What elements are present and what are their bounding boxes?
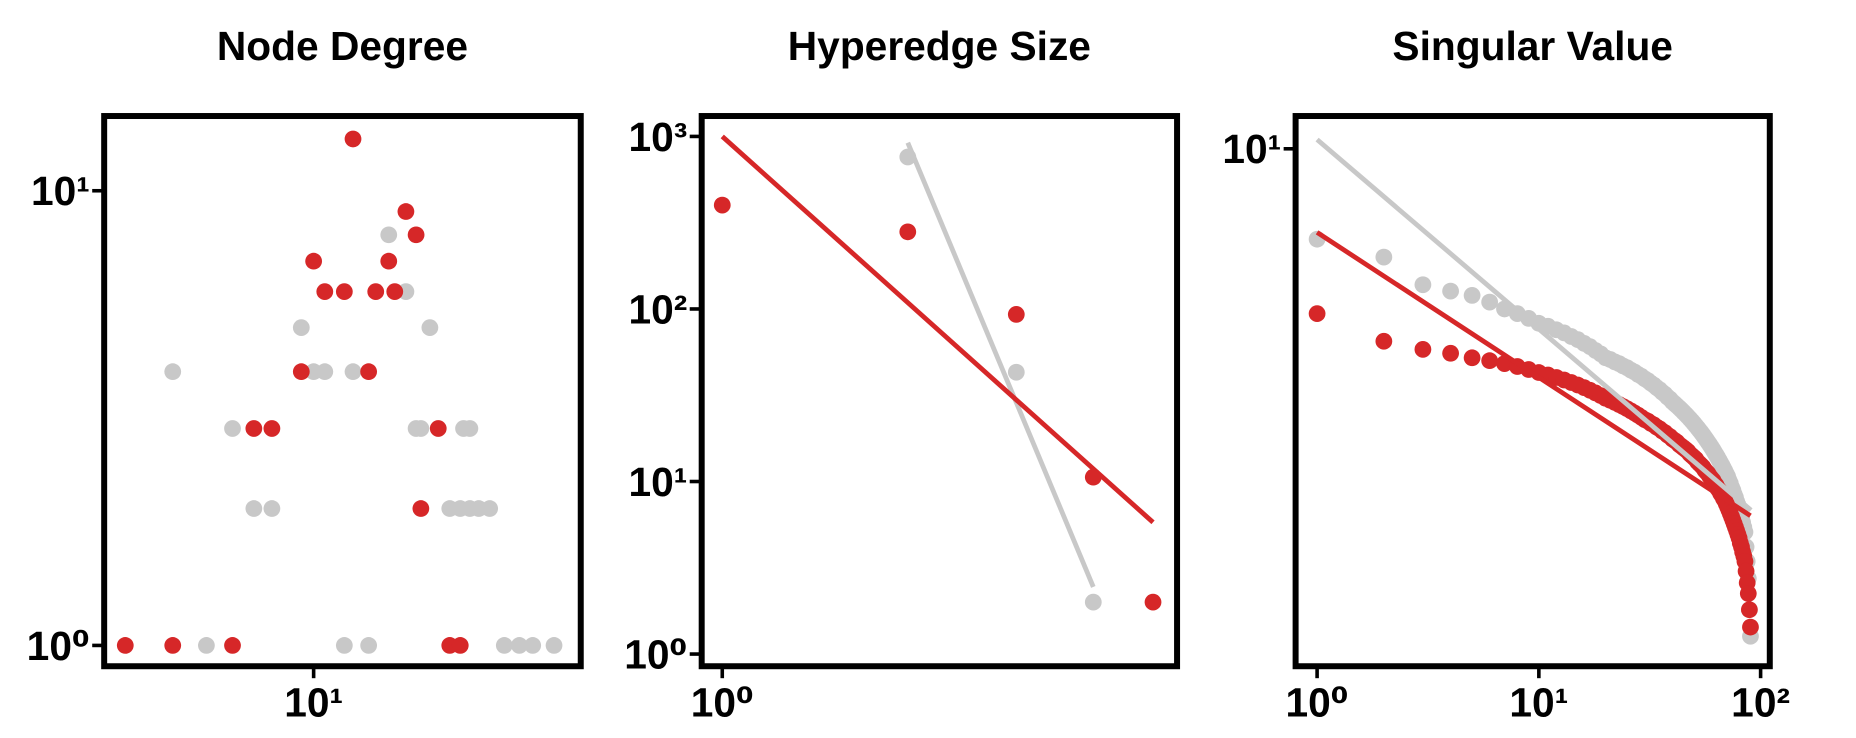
- data-point: [899, 223, 917, 241]
- data-point: [380, 252, 398, 270]
- data-point: [386, 283, 404, 300]
- y-tick-label: 10²: [628, 286, 687, 332]
- plot-frame: [698, 113, 1181, 670]
- y-tick-label: 10¹: [1222, 126, 1281, 172]
- data-point: [1007, 306, 1025, 323]
- data-point: [899, 148, 917, 166]
- data-point: [1742, 618, 1759, 636]
- data-point: [495, 637, 513, 654]
- data-point: [344, 363, 362, 381]
- data-point: [429, 420, 447, 437]
- data-point: [1481, 293, 1499, 311]
- data-point: [164, 363, 182, 381]
- data-point: [412, 420, 430, 437]
- data-point: [451, 637, 469, 654]
- fit-line: [905, 141, 1096, 588]
- data-point: [1375, 248, 1393, 266]
- data-point: [1144, 593, 1162, 611]
- data-point: [367, 283, 385, 300]
- data-point: [316, 363, 334, 381]
- data-point: [164, 637, 182, 654]
- data-point: [198, 637, 215, 654]
- panel: Singular Value 10⁰ 10¹ 10² 10¹: [1222, 23, 1790, 726]
- data-point: [545, 637, 563, 654]
- data-point: [224, 420, 241, 437]
- data-point: [344, 130, 362, 148]
- fit-line: [1315, 137, 1753, 513]
- panel: Node Degree 10¹ 10⁰ 10¹: [27, 23, 584, 725]
- data-point: [397, 203, 415, 220]
- data-point: [407, 226, 425, 244]
- data-point: [1414, 341, 1432, 358]
- data-point: [524, 637, 542, 654]
- plot-frame: [1292, 113, 1773, 670]
- data-point: [1481, 352, 1499, 370]
- y-tick-label: 10¹: [628, 459, 687, 505]
- x-tick-label: 10²: [1731, 679, 1790, 725]
- x-tick-label: 10¹: [1509, 679, 1568, 725]
- y-tick-label: 10¹: [31, 168, 90, 214]
- data-point: [335, 283, 353, 300]
- data-point: [1463, 287, 1481, 304]
- data-point: [245, 420, 263, 437]
- data-point: [1463, 349, 1481, 367]
- data-point: [1007, 363, 1025, 381]
- data-point: [360, 363, 378, 381]
- data-point: [224, 637, 241, 654]
- data-point: [380, 226, 398, 244]
- panel-title: Singular Value: [1392, 23, 1673, 69]
- data-point: [292, 363, 310, 381]
- x-tick-label: 10¹: [284, 679, 343, 725]
- data-point: [305, 252, 323, 270]
- data-point: [1375, 332, 1393, 350]
- y-tick-label: 10⁰: [624, 631, 687, 677]
- data-point: [461, 420, 479, 437]
- data-point: [510, 637, 528, 654]
- data-point: [263, 500, 281, 517]
- data-point: [292, 319, 310, 336]
- data-point: [1414, 276, 1432, 294]
- x-tick-label: 10⁰: [1286, 679, 1349, 725]
- data-point: [481, 500, 499, 517]
- data-point: [116, 637, 134, 654]
- data-point: [713, 196, 731, 214]
- data-point: [1084, 593, 1102, 611]
- fit-line: [720, 134, 1155, 525]
- fit-line: [1315, 230, 1752, 518]
- panel-title: Node Degree: [217, 23, 468, 69]
- data-point: [1739, 585, 1757, 602]
- data-point: [412, 500, 430, 517]
- data-point: [335, 637, 353, 654]
- y-tick-label: 10⁰: [27, 623, 90, 669]
- data-point: [1442, 282, 1459, 300]
- data-point: [263, 420, 281, 437]
- plot-frame: [101, 113, 584, 670]
- panel-title: Hyperedge Size: [788, 23, 1091, 69]
- data-point: [245, 500, 263, 517]
- x-tick-label: 10⁰: [691, 679, 754, 725]
- data-point: [1084, 468, 1102, 486]
- data-point: [1741, 601, 1758, 619]
- data-point: [1442, 344, 1459, 362]
- data-point: [316, 283, 334, 300]
- data-point: [1308, 305, 1326, 323]
- data-point: [360, 637, 378, 654]
- y-tick-label: 10³: [628, 114, 687, 160]
- data-point: [421, 319, 439, 336]
